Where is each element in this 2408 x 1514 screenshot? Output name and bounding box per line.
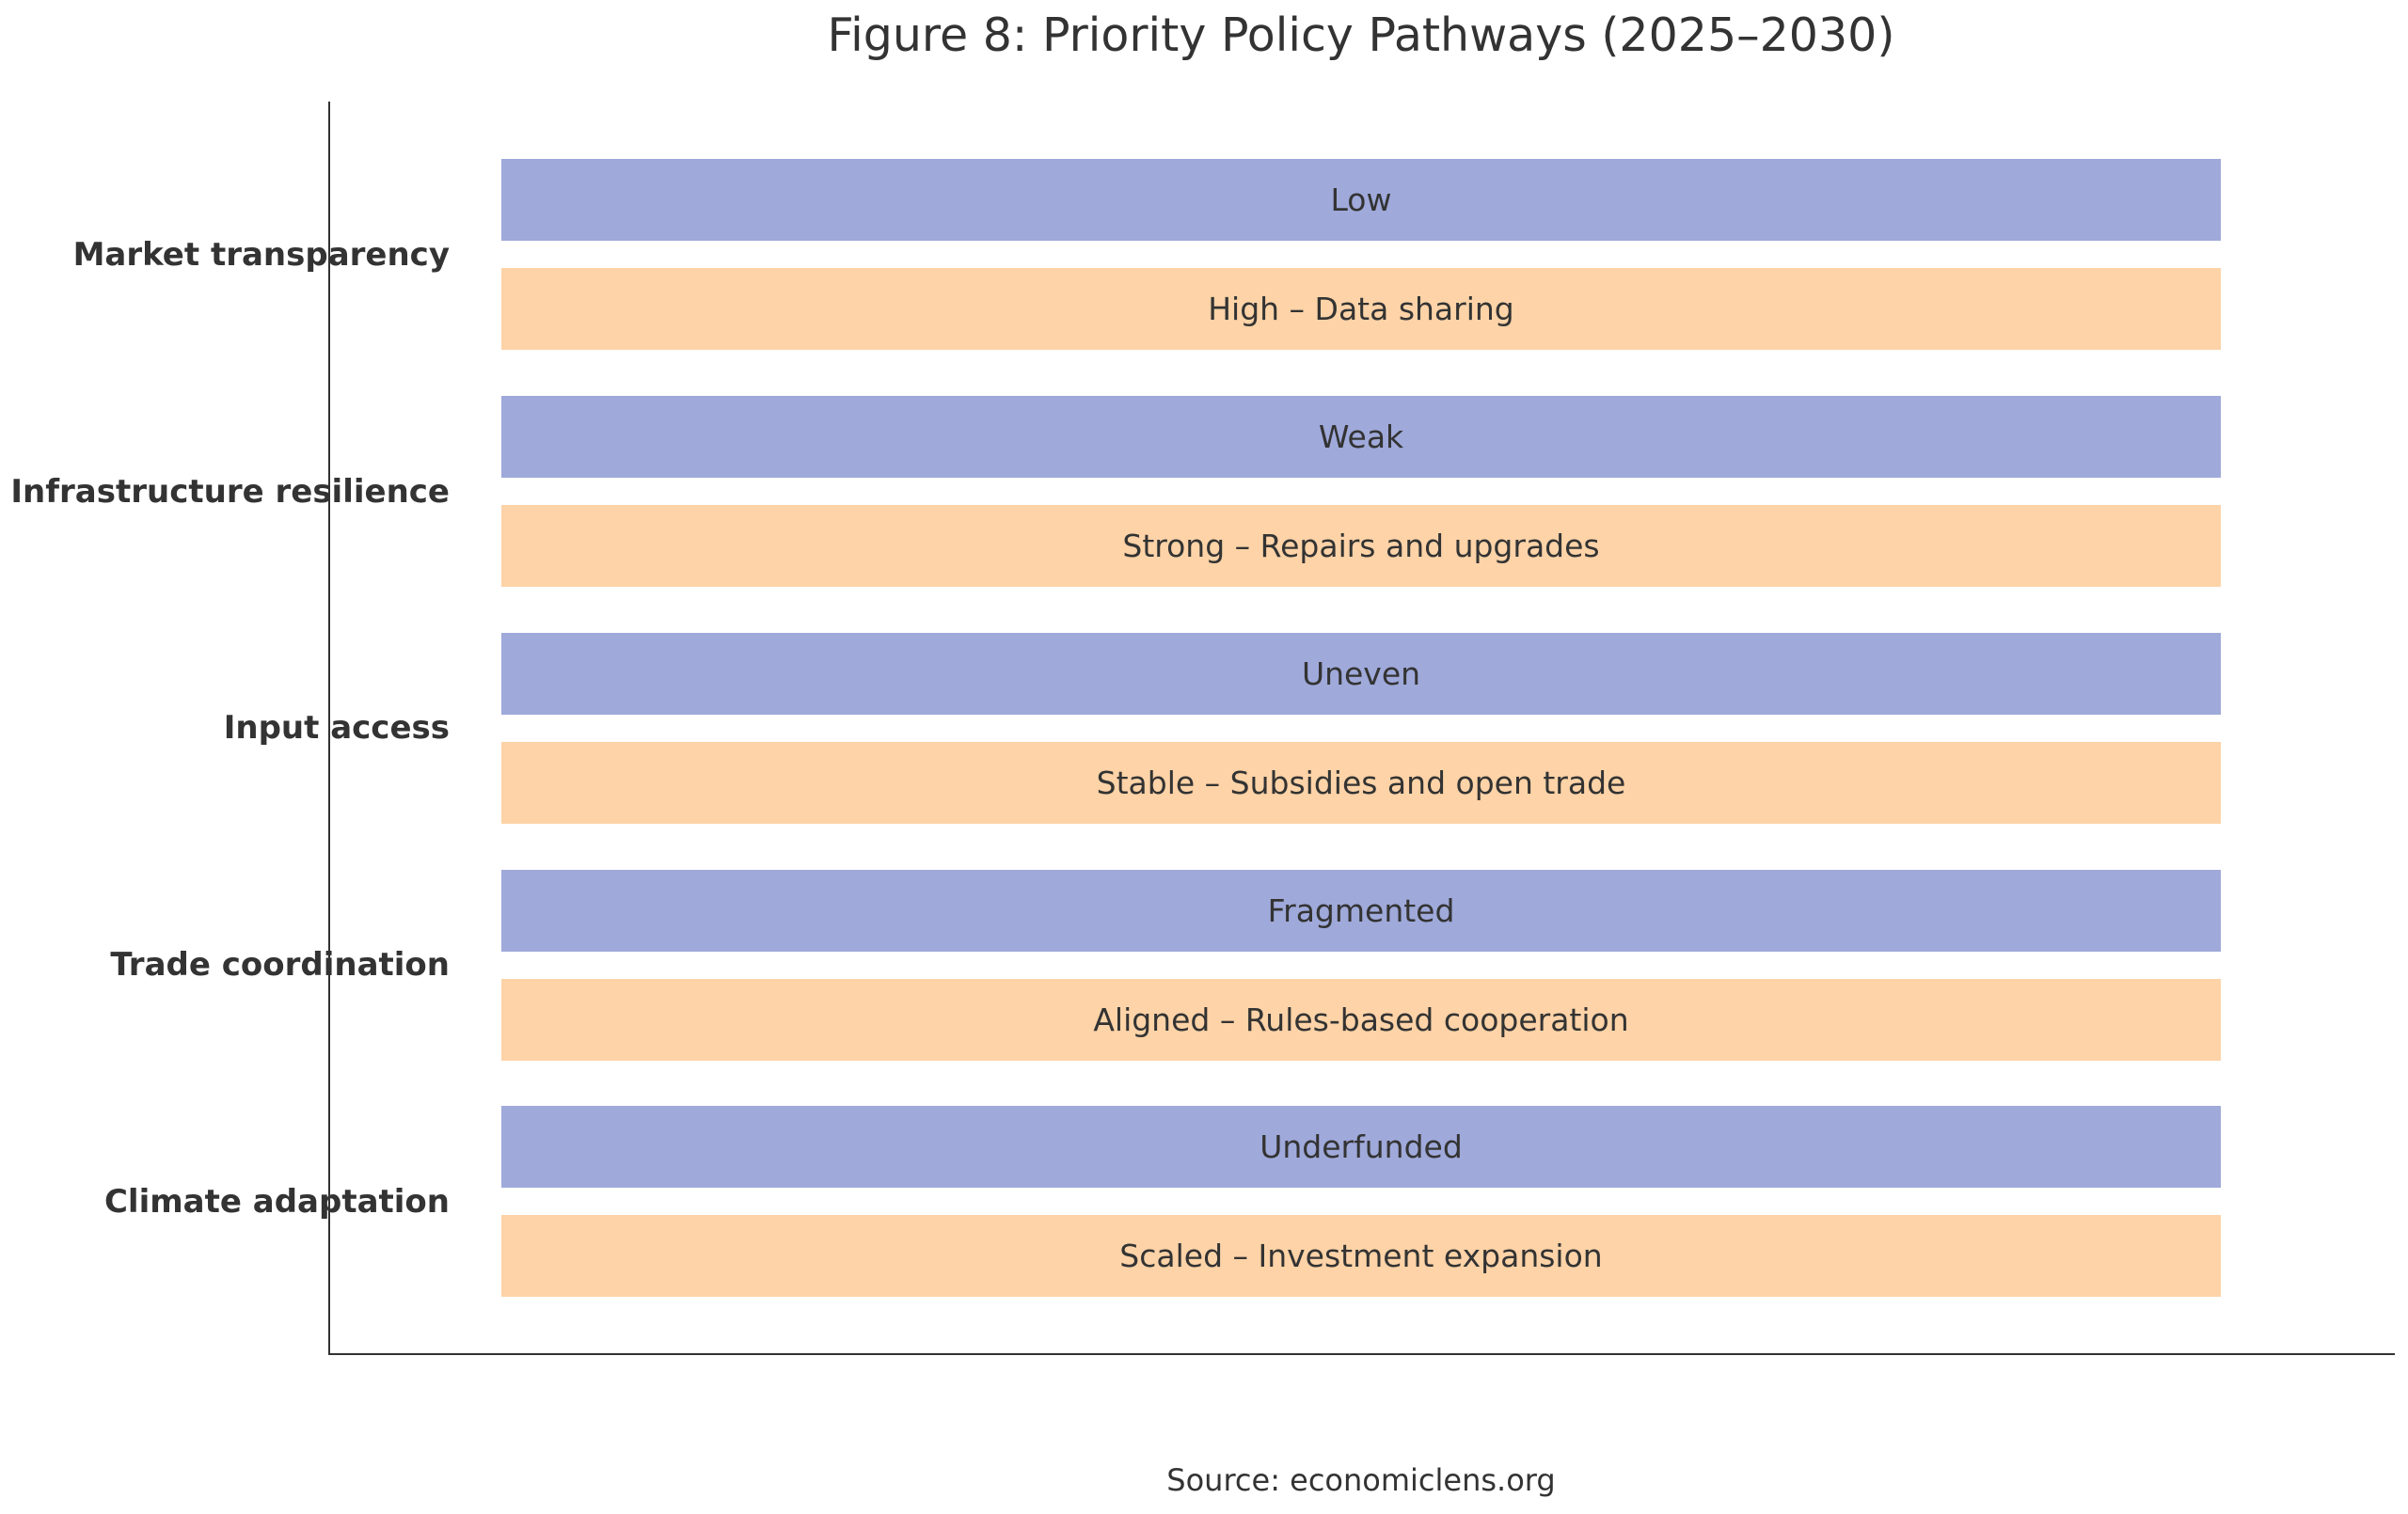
bar-current-trade-coordination: Fragmented xyxy=(501,870,2221,952)
bar-current-climate-adaptation: Underfunded xyxy=(501,1106,2221,1188)
category-label-input-access: Input access xyxy=(223,709,450,747)
y-axis-line xyxy=(328,102,330,1355)
bar-current-market-transparency: Low xyxy=(501,159,2221,241)
category-label-infrastructure-resilience: Infrastructure resilience xyxy=(10,473,450,511)
bar-target-market-transparency: High – Data sharing xyxy=(501,268,2221,350)
figure-title: Figure 8: Priority Policy Pathways (2025… xyxy=(827,8,1895,62)
x-axis-line xyxy=(328,1353,2395,1355)
bar-target-input-access: Stable – Subsidies and open trade xyxy=(501,742,2221,824)
bar-target-climate-adaptation: Scaled – Investment expansion xyxy=(501,1215,2221,1297)
bar-current-infrastructure-resilience: Weak xyxy=(501,396,2221,478)
category-label-trade-coordination: Trade coordination xyxy=(110,946,450,984)
category-label-market-transparency: Market transparency xyxy=(72,236,450,274)
category-label-climate-adaptation: Climate adaptation xyxy=(103,1183,450,1221)
bar-target-infrastructure-resilience: Strong – Repairs and upgrades xyxy=(501,505,2221,587)
bar-target-trade-coordination: Aligned – Rules-based cooperation xyxy=(501,979,2221,1061)
bar-current-input-access: Uneven xyxy=(501,633,2221,715)
source-note: Source: economiclens.org xyxy=(1166,1462,1556,1498)
